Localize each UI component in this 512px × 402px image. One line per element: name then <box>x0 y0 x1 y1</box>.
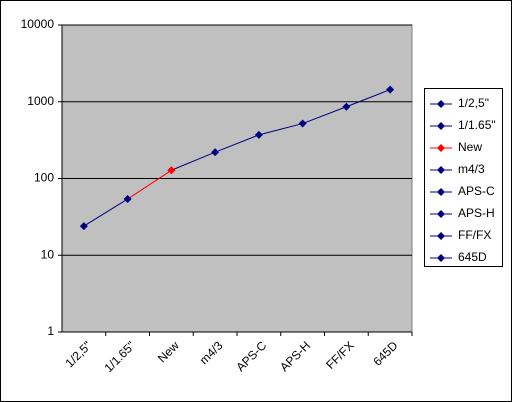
legend-marker <box>437 210 445 218</box>
line-segment <box>302 106 347 125</box>
point-marker <box>342 102 351 111</box>
legend-label: APS-C <box>458 184 495 198</box>
point-marker <box>254 130 263 139</box>
legend-box <box>424 88 503 267</box>
legend-label: FF/FX <box>458 228 491 242</box>
legend-marker <box>437 122 445 130</box>
y-tick-label: 10000 <box>21 17 55 31</box>
legend-marker <box>437 166 445 174</box>
point-marker <box>79 222 88 231</box>
legend-marker <box>437 254 445 262</box>
y-tick-label: 1000 <box>27 94 54 108</box>
legend-label: m4/3 <box>458 162 485 176</box>
line-segment <box>258 123 303 136</box>
legend-marker <box>437 232 445 240</box>
y-tick-label: 1 <box>47 324 54 338</box>
legend-label: 1/1.65" <box>458 118 496 132</box>
legend-label: 645D <box>458 250 487 264</box>
legend-marker <box>437 188 445 196</box>
line-segment <box>346 89 391 108</box>
legend-label: New <box>458 140 482 154</box>
point-marker <box>211 148 220 157</box>
y-tick-label: 100 <box>34 171 54 185</box>
legend-marker <box>437 144 445 152</box>
line-segment <box>127 169 172 200</box>
point-marker <box>298 119 307 128</box>
point-marker <box>386 85 395 94</box>
point-marker <box>123 195 132 204</box>
legend-label: 1/2,5" <box>458 96 489 110</box>
y-tick-label: 10 <box>41 247 55 261</box>
point-marker <box>167 166 176 175</box>
line-segment <box>83 198 128 227</box>
line-segment <box>171 151 216 171</box>
legend-marker <box>437 100 445 108</box>
legend-label: APS-H <box>458 206 495 220</box>
line-segment <box>214 134 260 153</box>
